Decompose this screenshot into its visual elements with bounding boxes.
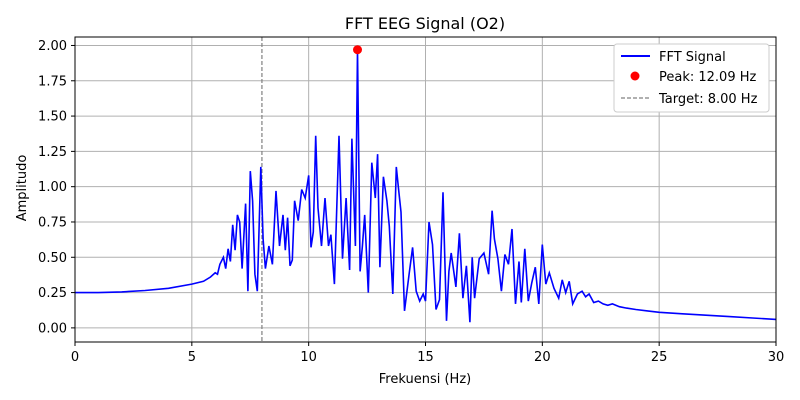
legend-target-label: Target: 8.00 Hz bbox=[658, 92, 758, 107]
y-axis-ticks: 0.00 0.25 0.50 0.75 1.00 1.25 1.50 1.75 2.00 bbox=[38, 39, 75, 336]
x-tick-label: 5 bbox=[188, 350, 196, 365]
x-axis-label: Frekuensi (Hz) bbox=[379, 372, 471, 387]
x-tick-label: 25 bbox=[651, 350, 668, 365]
y-tick-label: 1.25 bbox=[38, 145, 67, 160]
y-tick-label: 1.75 bbox=[38, 74, 67, 89]
legend: FFT Signal Peak: 12.09 Hz Target: 8.00 H… bbox=[613, 43, 770, 113]
y-tick-label: 2.00 bbox=[38, 39, 67, 54]
peak-marker bbox=[353, 45, 363, 55]
y-tick-label: 0.25 bbox=[38, 286, 67, 301]
y-tick-label: 0.00 bbox=[38, 321, 67, 336]
y-axis-label: Amplitudo bbox=[15, 155, 30, 222]
y-tick-label: 1.00 bbox=[38, 180, 67, 195]
chart-title: FFT EEG Signal (O2) bbox=[345, 14, 505, 33]
x-tick-label: 15 bbox=[417, 350, 434, 365]
legend-peak-swatch bbox=[630, 71, 640, 81]
x-tick-label: 0 bbox=[71, 350, 79, 365]
y-tick-label: 0.50 bbox=[38, 251, 67, 266]
x-tick-label: 10 bbox=[300, 350, 317, 365]
x-axis-ticks: 0 5 10 15 20 25 30 bbox=[71, 342, 784, 365]
x-tick-label: 20 bbox=[534, 350, 551, 365]
y-tick-label: 1.50 bbox=[38, 110, 67, 125]
x-tick-label: 30 bbox=[768, 350, 785, 365]
fft-signal-line bbox=[75, 49, 777, 323]
legend-box bbox=[613, 43, 770, 113]
y-tick-label: 0.75 bbox=[38, 215, 67, 230]
legend-series-label: FFT Signal bbox=[659, 50, 726, 65]
legend-peak-label: Peak: 12.09 Hz bbox=[659, 70, 757, 85]
